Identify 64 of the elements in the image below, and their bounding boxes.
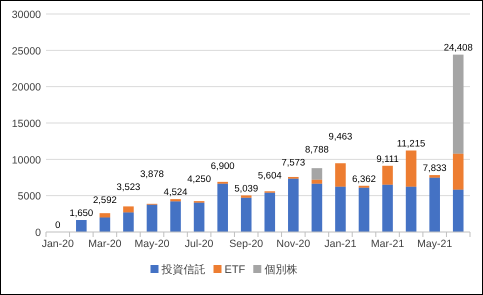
total-label: 5,604 — [258, 170, 282, 182]
y-tick-label: 0 — [35, 227, 42, 239]
total-label: 7,833 — [422, 163, 447, 174]
bar — [76, 220, 87, 232]
bar — [312, 184, 322, 232]
y-tick-label: 30000 — [12, 9, 42, 21]
x-tick-label: Mar-21 — [370, 238, 404, 250]
y-tick-label: 5000 — [18, 190, 42, 203]
y-tick-label: 20000 — [12, 82, 42, 94]
y-tick-label: 15000 — [12, 118, 42, 130]
bar — [452, 154, 464, 190]
x-tick-label: Mar-20 — [88, 238, 122, 250]
x-tick-label: May-21 — [417, 238, 452, 250]
total-label: 7,573 — [281, 157, 306, 168]
bar — [240, 198, 252, 232]
x-tick-label: Jan-20 — [42, 238, 74, 250]
legend-label: ETF — [224, 264, 246, 276]
total-label: 4,250 — [187, 174, 211, 186]
bar — [452, 190, 464, 232]
total-label: 4,524 — [164, 187, 188, 198]
bar — [312, 168, 322, 180]
bar — [406, 186, 416, 232]
bar — [312, 180, 322, 184]
x-tick-label: Jan-21 — [324, 238, 357, 250]
bar — [217, 184, 228, 232]
bar — [429, 175, 440, 178]
total-label: 3,523 — [116, 182, 140, 194]
y-tick-label: 10000 — [12, 154, 42, 166]
bar — [100, 217, 110, 232]
bar — [100, 213, 110, 218]
bar — [146, 204, 158, 232]
total-label: 1,650 — [69, 208, 94, 220]
bar — [358, 188, 370, 232]
bar — [335, 186, 346, 232]
bar — [429, 178, 440, 232]
y-tick-label: 25000 — [12, 45, 42, 58]
bar — [288, 178, 299, 232]
total-label: 8,788 — [305, 144, 329, 156]
legend-label: 投資信託 — [160, 263, 206, 276]
bar — [123, 212, 134, 232]
x-tick-label: May-20 — [134, 238, 170, 250]
bar — [382, 166, 393, 185]
bar — [452, 54, 464, 154]
bar — [123, 206, 134, 212]
total-label: 3,878 — [140, 169, 164, 180]
x-tick-label: Jul-20 — [184, 238, 214, 250]
bar — [264, 192, 276, 232]
total-label: 9,463 — [328, 131, 352, 142]
bar — [406, 150, 416, 187]
bar — [335, 163, 346, 187]
x-tick-label: Nov-20 — [276, 238, 310, 250]
legend-label: 個別株 — [264, 263, 298, 276]
total-label: 6,362 — [352, 174, 376, 185]
bar — [382, 184, 393, 232]
bar — [194, 202, 204, 232]
total-label: 2,592 — [93, 195, 117, 206]
total-label: 0 — [55, 220, 60, 231]
x-tick-label: Sep-20 — [229, 238, 264, 250]
total-label: 11,215 — [396, 138, 426, 150]
total-label: 6,900 — [210, 161, 235, 172]
total-label: 9,111 — [376, 154, 399, 165]
bar — [170, 201, 181, 232]
total-label: 5,039 — [234, 183, 258, 194]
total-label: 24,408 — [444, 42, 473, 54]
